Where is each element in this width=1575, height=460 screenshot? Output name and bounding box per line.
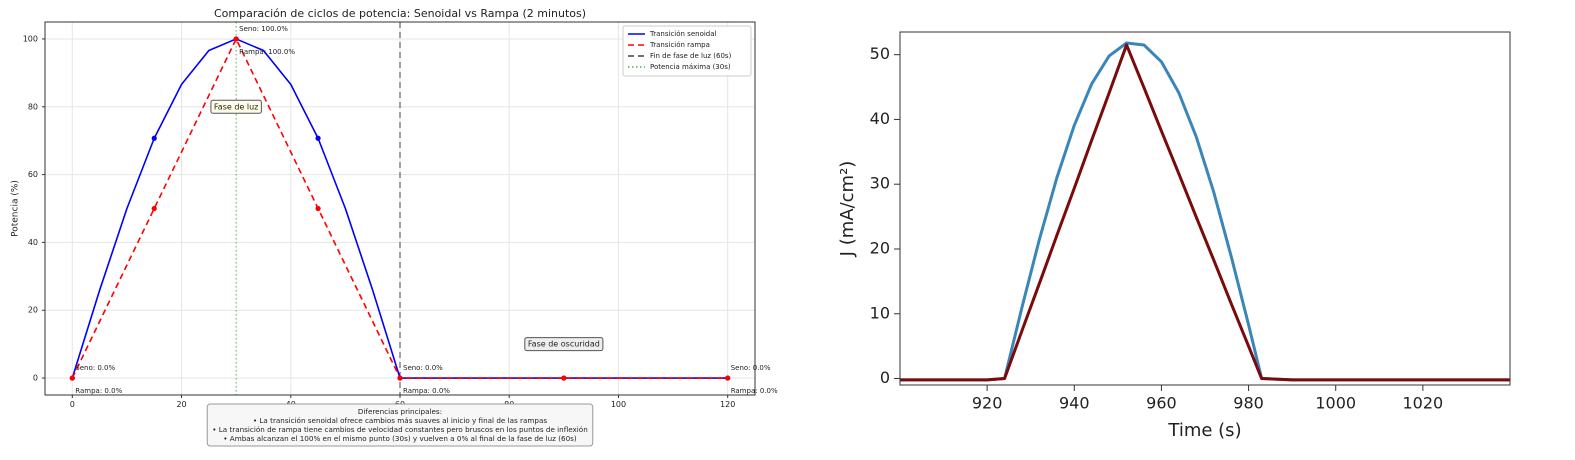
note-box [206,403,594,447]
annotation: Rampa: 0.0% [403,387,450,395]
x-tick-label: 980 [1233,393,1264,412]
note-line: • Ambas alcanzan el 100% en el mismo pun… [223,434,577,443]
x-tick-label: 20 [176,400,186,409]
legend-box [622,25,752,77]
annotation: Rampa: 0.0% [75,387,122,395]
annotation: Rampa: 0.0% [731,387,778,395]
data-point [151,205,157,212]
y-axis-label: Potencia (%) [11,180,21,237]
y-tick-label: 10 [870,303,890,322]
x-tick-label: 960 [1146,393,1177,412]
annotation: Rampa: 100.0% [239,48,295,56]
annotation: Seno: 0.0% [75,364,115,372]
phase-box [524,337,604,352]
legend-label: Fin de fase de luz (60s) [650,52,732,60]
y-tick-label: 60 [28,170,38,179]
annotation: Seno: 0.0% [731,364,771,372]
x-tick-label: 1000 [1315,393,1356,412]
x-tick-label: 920 [972,393,1003,412]
phase-label: Fase de luz [214,102,258,111]
y-tick-label: 0 [33,374,38,383]
x-axis-label: Time (s) [1167,420,1241,441]
y-tick-label: 50 [870,44,890,63]
y-tick-label: 40 [28,238,38,247]
data-point [151,135,157,141]
y-tick-label: 30 [870,174,890,193]
series-line [900,41,1510,382]
y-tick-label: 20 [870,238,890,257]
legend-label: Transición senoidal [649,30,717,38]
phase-box [210,99,262,114]
y-tick-label: 40 [870,109,890,128]
y-tick-label: 80 [28,102,38,111]
plot-frame [899,31,1511,386]
legend-label: Potencia máxima (30s) [650,63,731,71]
y-axis-label: J (mA/cm²) [837,161,858,258]
data-point [69,375,75,381]
x-tick-label: 100 [611,400,626,409]
annotation: Seno: 0.0% [403,364,443,372]
plot-frame [44,21,756,396]
x-tick-label: 940 [1059,393,1090,412]
data-point [725,375,731,381]
series-line [900,43,1510,382]
x-tick-label: 0 [70,400,75,409]
note-line: • La transición de rampa tiene cambios d… [212,425,588,434]
chart: 020406080100020406080100120Seno: 0.0%Ram… [11,7,778,447]
data-point [397,375,403,381]
y-tick-label: 100 [23,34,38,43]
phase-label: Fase de oscuridad [528,340,600,349]
data-point [561,375,567,381]
x-tick-label: 120 [720,400,735,409]
data-point [315,205,321,212]
y-tick-label: 0 [880,368,890,387]
note-line: Diferencias principales: [358,407,442,416]
legend-label: Transición rampa [649,41,710,49]
y-tick-label: 20 [28,306,38,315]
note-line: • La transición senoidal ofrece cambios … [253,416,547,425]
annotation: Seno: 100.0% [239,25,288,33]
x-tick-label: 1020 [1402,393,1443,412]
data-point [233,36,239,42]
data-point [315,135,321,141]
chart-title: Comparación de ciclos de potencia: Senoi… [214,7,586,20]
